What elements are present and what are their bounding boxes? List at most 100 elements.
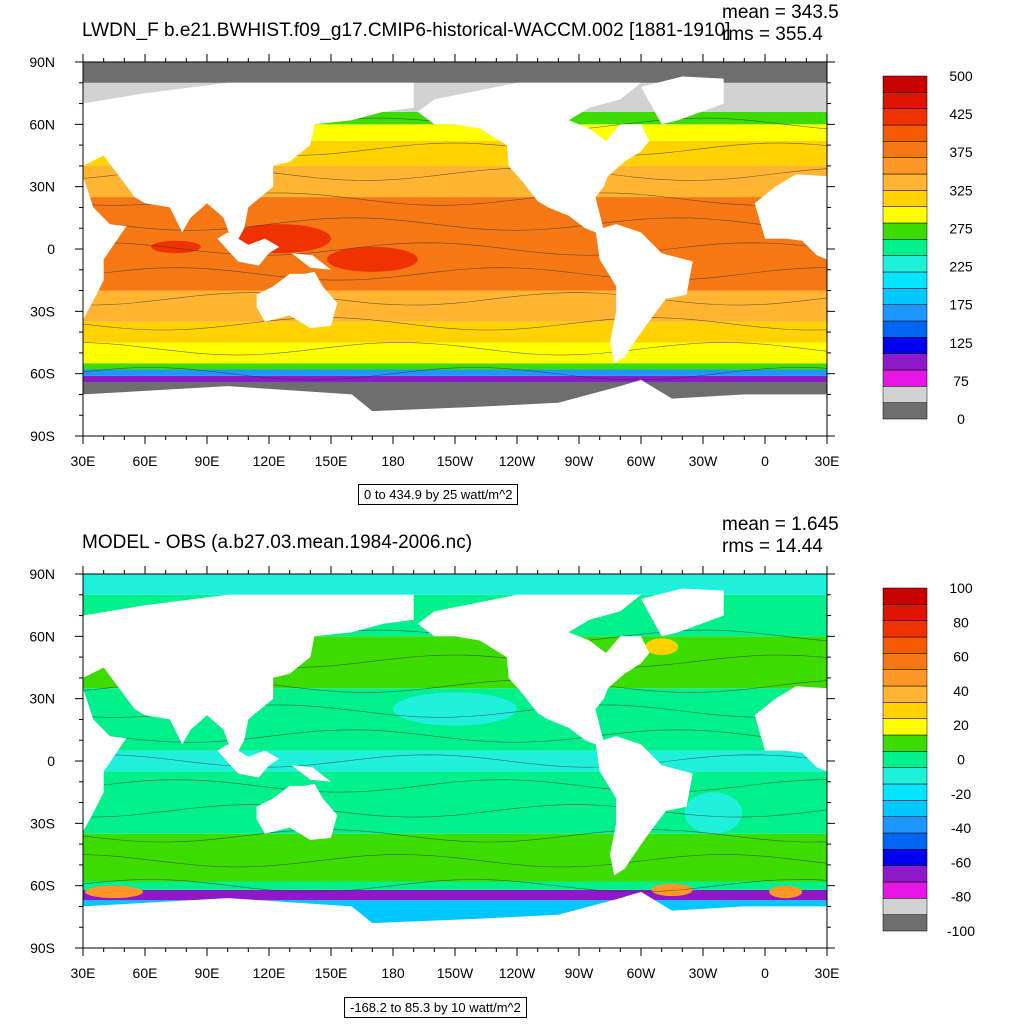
value-band-5 [83,321,827,343]
contour-line [83,342,827,356]
colorbar-label: 375 [949,144,973,160]
colorbar-swatch [882,141,928,158]
y-tick-label: 30S [30,815,55,831]
colorbar-swatch [882,604,928,621]
colorbar-swatch [882,108,928,126]
colorbar-label: 125 [949,335,973,351]
bottom-mean-stat: mean = 1.645 [722,514,839,535]
bottom-chart-title: MODEL - OBS (a.b27.03.mean.1984-2006.nc) [82,532,473,553]
x-tick-label: 90E [195,965,220,981]
value-band-2 [83,369,827,376]
y-tick-label: 90S [30,428,55,444]
land-mask-8 [217,232,280,266]
colorbar-swatch [882,222,928,240]
colorbar-swatch [882,190,928,207]
colorbar-swatch [882,271,928,289]
x-tick-label: 150W [437,965,474,981]
y-tick-label: 60S [30,366,55,382]
land-mask-3 [256,783,338,840]
colorbar-swatch [882,587,928,605]
y-tick-label: 90N [29,566,55,582]
land-mask-5 [641,76,724,125]
x-tick-label: 30W [689,453,719,469]
top-rms-stat: rms = 355.4 [722,24,823,45]
x-tick-label: 0 [761,453,769,469]
hotspot-5 [645,638,679,656]
contour-line [83,292,827,306]
x-tick-label: 90W [565,453,595,469]
contour-line [83,367,827,381]
colorbar-swatch [882,124,928,142]
colorbar-swatch [882,402,928,420]
x-tick-label: 60W [627,965,657,981]
bottom-panel: MODEL - OBS (a.b27.03.mean.1984-2006.nc)… [0,512,1024,1024]
y-tick-label: 90S [30,940,55,956]
value-band-1 [83,889,827,901]
land-mask-7 [83,379,827,436]
contour-line [83,729,827,743]
contour-line [83,242,827,256]
colorbar-label: 275 [949,220,973,236]
x-tick-label: 120E [253,965,286,981]
colorbar-swatch [882,173,928,191]
value-band-4 [83,342,827,364]
colorbar-swatch [882,669,928,687]
value-band-6 [83,290,827,322]
colorbar-swatch [882,702,928,719]
bottom-map-plot: 30E 60E 90E 120E 150E 180 150W 120W 90W 60W 30W 0 30… [29,566,975,981]
colorbar-label: 325 [949,182,973,198]
bottom-range-label: -168.2 to 85.3 by 10 watt/m^2 [344,997,527,1018]
x-tick-label: 120W [499,965,536,981]
land-mask-3 [256,271,338,328]
contour-line [83,854,827,868]
value-band-5 [83,750,827,772]
y-tick-label: 60N [29,116,55,132]
x-tick-label: 90W [565,965,595,981]
colorbar-swatch [882,685,928,703]
colorbar-swatch [882,288,928,305]
colorbar-label: 80 [953,614,969,630]
value-band-3 [83,363,827,370]
x-tick-label: 30E [71,965,96,981]
x-tick-label: 180 [381,965,405,981]
land-mask-5 [641,588,724,637]
hotspot-1 [326,246,418,272]
x-tick-label: 60E [133,453,158,469]
contour-line [83,804,827,818]
land-mask-6 [595,224,693,364]
colorbar-swatch [882,865,928,883]
colorbar-swatch [882,620,928,638]
land-mask-4 [417,594,650,745]
colorbar-label: -60 [951,854,971,870]
hotspot-2 [151,240,201,254]
colorbar-swatch [882,636,928,654]
colorbar-swatch [882,881,928,899]
y-tick-label: 0 [47,753,55,769]
colorbar-swatch [882,816,928,834]
y-tick-label: 0 [47,241,55,257]
hotspot-2 [769,885,803,899]
land-mask-9 [291,253,331,270]
colorbar-swatch [882,75,928,93]
colorbar-label: 100 [949,580,973,596]
colorbar-swatch [882,849,928,866]
x-tick-label: 150E [315,453,348,469]
colorbar-swatch [882,206,928,224]
land-mask-4 [417,82,650,233]
land-mask-1 [754,686,827,772]
colorbar-swatch [882,320,928,338]
value-band-9 [83,574,827,595]
x-tick-label: 90E [195,453,220,469]
land-mask-1 [754,174,827,260]
y-tick-label: 30N [29,691,55,707]
colorbar-swatch [882,751,928,768]
x-tick-label: 60W [627,453,657,469]
y-tick-label: 60S [30,878,55,894]
y-tick-label: 30S [30,303,55,319]
colorbar-label: -20 [951,786,971,802]
colorbar-swatch [882,157,928,175]
value-band-2 [83,881,827,890]
colorbar-swatch [882,718,928,736]
land-mask-2 [83,82,414,247]
colorbar-swatch [882,337,928,354]
